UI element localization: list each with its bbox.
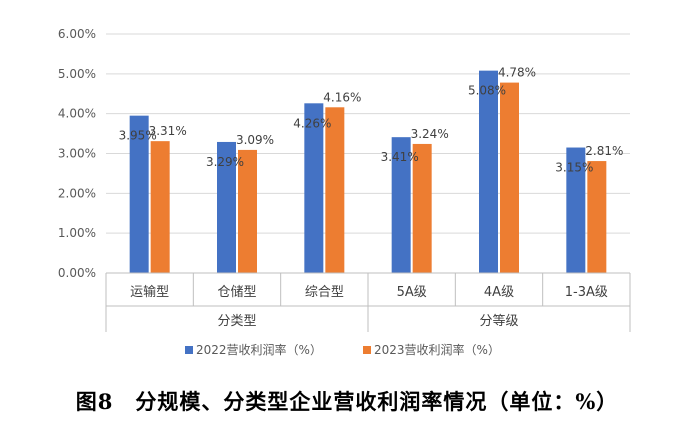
bar-2023-0 [150, 141, 170, 273]
bar-2022-2 [304, 103, 324, 273]
x-tick-label: 5A级 [397, 285, 427, 300]
data-label-2023-0: 3.31% [149, 124, 187, 138]
bar-2022-0 [129, 115, 149, 274]
bar-2022-1 [217, 141, 236, 273]
bar-2022-3 [391, 137, 411, 273]
bar-2023-1 [238, 149, 257, 273]
x-group-label: 分等级 [479, 313, 518, 329]
legend-swatch-0 [185, 346, 193, 354]
data-label-2022-3: 3.41% [381, 150, 419, 164]
bar-2023-2 [325, 107, 345, 273]
bar-2022-4 [479, 70, 498, 273]
y-tick-label: 4.00% [58, 107, 96, 121]
legend-label-1: 2023营收利润率（%） [374, 342, 500, 357]
y-tick-label: 3.00% [58, 147, 96, 161]
data-label-2023-5: 2.81% [585, 144, 623, 158]
data-label-2023-4: 4.78% [498, 66, 536, 80]
bar-2023-4 [500, 82, 519, 273]
y-axis-ticks: 0.00% 1.00% 2.00% 3.00% 4.00% 5.00% 6.00% [58, 27, 96, 280]
y-tick-label: 1.00% [58, 226, 96, 240]
data-labels: 3.95%3.31% 3.29% 3.09% 4.26% 4.16% 3.41% 3.24%… [119, 66, 624, 175]
gridlines [106, 33, 630, 234]
x-tick-label: 运输型 [130, 284, 169, 300]
bar-2022-5 [566, 147, 586, 273]
bar-2023-5 [587, 161, 607, 273]
x-tick-label: 综合型 [305, 285, 344, 300]
x-tick-label: 仓储型 [217, 285, 256, 300]
bars [129, 70, 607, 274]
y-tick-label: 6.00% [58, 27, 96, 41]
legend-swatch-1 [363, 346, 371, 354]
y-tick-label: 2.00% [58, 186, 96, 200]
data-label-2022-5: 3.15% [555, 161, 593, 175]
legend: 2022营收利润率（%） 2023营收利润率（%） [185, 342, 500, 357]
data-label-2022-2: 4.26% [293, 116, 331, 130]
y-tick-label: 5.00% [58, 67, 96, 81]
data-label-2023-2: 4.16% [323, 90, 361, 104]
data-label-2023-1: 3.09% [236, 133, 274, 147]
data-label-2022-0: 3.95% [119, 129, 157, 143]
bar-chart: 0.00% 1.00% 2.00% 3.00% 4.00% 5.00% 6.00% 3.95… [58, 27, 631, 357]
legend-label-0: 2022营收利润率（%） [196, 342, 322, 357]
bar-2023-3 [412, 143, 432, 273]
data-label-2023-3: 3.24% [411, 127, 449, 141]
x-group-label: 分类型 [217, 314, 256, 329]
data-label-2022-1: 3.29% [206, 155, 244, 169]
figure-caption: 图8 分规模、分类型企业营收利润率情况（单位：%） [75, 389, 619, 414]
x-tick-label: 4A级 [484, 285, 514, 300]
y-tick-label: 0.00% [58, 266, 96, 280]
data-label-2022-4: 5.08% [468, 84, 506, 98]
x-tick-label: 1-3A级 [565, 285, 608, 300]
